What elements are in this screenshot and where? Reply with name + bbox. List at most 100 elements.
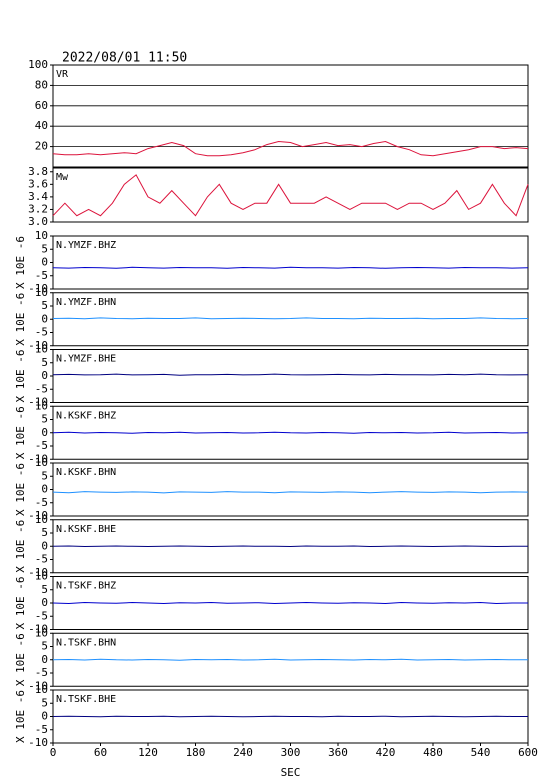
y-tick-label: -10 xyxy=(28,566,48,579)
panel-label: N.KSKF.BHE xyxy=(56,524,116,535)
y-tick-label: 0 xyxy=(41,539,48,552)
panel-frame xyxy=(52,235,529,290)
y-tick-label: 40 xyxy=(35,119,48,132)
y-tick-label: 10 xyxy=(35,229,48,242)
y-tick-label: 20 xyxy=(35,140,48,153)
y-tick-label: 5 xyxy=(41,696,48,709)
panel-label: N.YMZF.BHZ xyxy=(56,240,116,251)
y-tick-label: 5 xyxy=(41,299,48,312)
data-line xyxy=(52,715,528,718)
x-tick-label: 600 xyxy=(518,746,538,759)
y-tick-label: -5 xyxy=(35,439,48,452)
y-tick-label: 10 xyxy=(35,286,48,299)
y-tick-label: -5 xyxy=(35,382,48,395)
x-tick-label: 420 xyxy=(376,746,396,759)
y-tick-label: 0 xyxy=(41,312,48,325)
y-axis-label: X 10E -6 xyxy=(14,463,27,516)
panel-label: VR xyxy=(56,69,69,80)
panel-label: Mw xyxy=(56,172,69,183)
y-axis-label: X 10E -6 xyxy=(14,350,27,403)
y-tick-label: -10 xyxy=(28,736,48,749)
y-tick-label: 5 xyxy=(41,356,48,369)
x-axis-label: SEC xyxy=(281,766,301,779)
y-tick-label: 0 xyxy=(41,710,48,723)
y-tick-label: 3.2 xyxy=(28,202,48,215)
y-axis-label: X 10E -6 xyxy=(14,520,27,573)
y-tick-label: 10 xyxy=(35,456,48,469)
y-tick-label: 3.6 xyxy=(28,177,48,190)
y-tick-label: 10 xyxy=(35,683,48,696)
y-axis-label: X 10E -6 xyxy=(14,577,27,630)
x-tick-label: 120 xyxy=(138,746,158,759)
panel-label: N.YMZF.BHN xyxy=(56,297,116,308)
data-line xyxy=(52,601,528,605)
y-tick-label: -5 xyxy=(35,609,48,622)
y-tick-label: -10 xyxy=(28,282,48,295)
y-tick-label: -10 xyxy=(28,452,48,465)
panel-frame xyxy=(52,349,529,403)
y-tick-label: 5 xyxy=(41,469,48,482)
panel-frame xyxy=(52,292,529,347)
y-tick-label: -10 xyxy=(28,396,48,409)
y-tick-label: 3.0 xyxy=(28,215,48,228)
data-line xyxy=(52,373,529,376)
y-tick-label: 5 xyxy=(41,583,48,596)
panel-label: N.YMZF.BHE xyxy=(56,354,116,365)
panel-frame xyxy=(52,167,529,223)
panel-label: N.TSKF.BHN xyxy=(56,637,116,648)
y-tick-label: 0 xyxy=(41,426,48,439)
y-tick-label: 3.4 xyxy=(28,190,48,203)
panel-label: N.KSKF.BHZ xyxy=(56,410,116,421)
panel-label: N.TSKF.BHE xyxy=(56,694,116,705)
y-tick-label: 0 xyxy=(41,483,48,496)
y-tick-label: 5 xyxy=(41,413,48,426)
panel-frame xyxy=(52,462,529,517)
data-line xyxy=(52,266,529,269)
data-line xyxy=(52,174,529,217)
data-line xyxy=(52,545,528,548)
y-axis-label: X 10E -6 xyxy=(14,293,27,346)
y-tick-label: -10 xyxy=(28,339,48,352)
x-tick-label: 60 xyxy=(94,746,107,759)
x-tick-label: 540 xyxy=(471,746,491,759)
y-tick-label: -10 xyxy=(28,679,48,692)
y-tick-label: 10 xyxy=(35,513,48,526)
y-tick-label: 0 xyxy=(41,596,48,609)
y-tick-label: -5 xyxy=(35,269,48,282)
y-tick-label: 5 xyxy=(41,526,48,539)
y-axis-label: X 10E -6 xyxy=(14,406,27,459)
y-tick-label: 100 xyxy=(28,58,48,71)
y-tick-label: 3.8 xyxy=(28,165,48,178)
x-tick-label: 240 xyxy=(233,746,253,759)
panel-label: N.TSKF.BHZ xyxy=(56,581,116,592)
y-tick-label: 0 xyxy=(41,256,48,269)
y-tick-label: 0 xyxy=(41,369,48,382)
panel-label: N.KSKF.BHN xyxy=(56,467,116,478)
y-tick-label: -10 xyxy=(28,509,48,522)
y-tick-label: -5 xyxy=(35,666,48,679)
y-tick-label: 10 xyxy=(35,399,48,412)
data-line xyxy=(52,491,529,494)
y-tick-label: 80 xyxy=(35,78,48,91)
x-tick-label: 300 xyxy=(281,746,301,759)
y-tick-label: -5 xyxy=(35,496,48,509)
x-tick-label: 360 xyxy=(328,746,348,759)
y-tick-label: 0 xyxy=(41,653,48,666)
y-tick-label: -5 xyxy=(35,553,48,566)
y-tick-label: -10 xyxy=(28,623,48,636)
data-line xyxy=(52,658,528,661)
data-line xyxy=(52,140,529,157)
y-axis-label: X 10E -6 xyxy=(14,236,27,289)
y-axis-label: X 10E -6 xyxy=(14,690,27,743)
y-tick-label: 60 xyxy=(35,99,48,112)
y-tick-label: 5 xyxy=(41,640,48,653)
y-tick-label: -5 xyxy=(35,326,48,339)
y-tick-label: 10 xyxy=(35,570,48,583)
y-tick-label: 5 xyxy=(41,242,48,255)
y-tick-label: 10 xyxy=(35,343,48,356)
y-tick-label: 10 xyxy=(35,626,48,639)
x-tick-label: 180 xyxy=(186,746,206,759)
y-tick-label: -5 xyxy=(35,723,48,736)
y-axis-label: X 10E -6 xyxy=(14,633,27,686)
